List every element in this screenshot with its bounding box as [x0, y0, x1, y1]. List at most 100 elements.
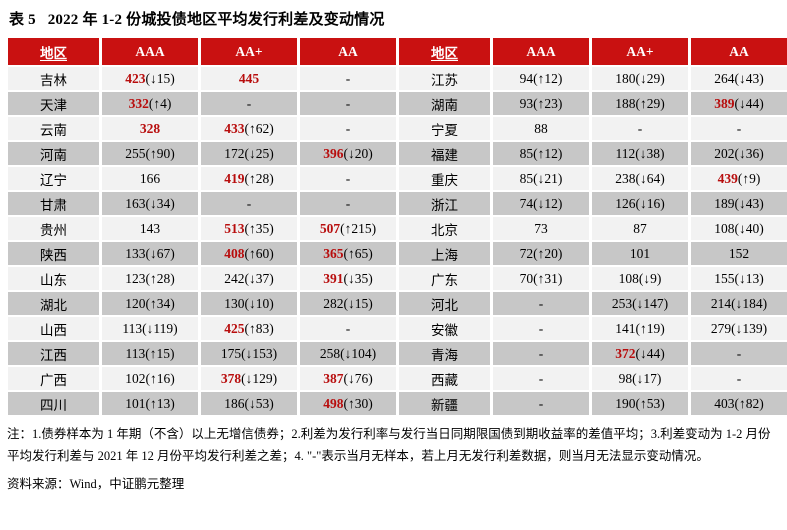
spread-value: 98 [618, 370, 633, 386]
highlighted-spread-value: 391 [323, 270, 344, 286]
spread-change: (↓129) [241, 370, 278, 386]
table-row: 广西 102(↑16) 378(↓129) 387(↓76) 西藏 -98(↓17) - [8, 367, 787, 390]
spread-value: - [736, 120, 742, 136]
value-cell: - [300, 117, 396, 140]
value-cell: 214(↓184) [691, 292, 787, 315]
spread-value: 163 [125, 195, 146, 211]
col-header-rating-aaa: AAA [493, 38, 589, 65]
spread-change: (↑215) [340, 220, 377, 236]
value-cell: 264(↓43) [691, 67, 787, 90]
value-cell: 425(↑83) [201, 317, 297, 340]
spread-value: 113 [125, 345, 146, 361]
spread-change: (↑23) [533, 95, 563, 111]
spread-change: (↓43) [734, 70, 764, 86]
col-header-rating-aaplus: AA+ [592, 38, 688, 65]
spread-change: (↑13) [145, 395, 175, 411]
spread-change: (↓16) [635, 195, 665, 211]
region-cell: 浙江 [399, 192, 490, 215]
spread-change: (↓20) [343, 145, 373, 161]
spread-value: 123 [125, 270, 146, 286]
table-note: 注：1.债券样本为 1 年期（不含）以上无增信债券；2.利差为发行利率与发行当日… [7, 427, 771, 463]
highlighted-spread-value: 498 [323, 395, 344, 411]
spread-change: (↑9) [737, 170, 761, 186]
value-cell: 74(↓12) [493, 192, 589, 215]
spread-value: - [246, 95, 252, 111]
spread-change: (↓9) [638, 270, 662, 286]
spread-value: 282 [323, 295, 344, 311]
spread-change: (↑12) [533, 145, 563, 161]
spread-value: 101 [629, 245, 651, 261]
spread-value: 190 [615, 395, 636, 411]
value-cell: 166 [102, 167, 198, 190]
spread-value: - [345, 70, 351, 86]
spread-value: 172 [224, 145, 245, 161]
spread-value: 202 [714, 145, 735, 161]
region-cell: 四川 [8, 392, 99, 415]
spread-change: (↓13) [734, 270, 764, 286]
value-cell: - [300, 67, 396, 90]
spread-value: 85 [519, 170, 534, 186]
spread-change: (↓34) [145, 195, 175, 211]
value-cell: - [300, 92, 396, 115]
table-row: 湖北 120(↑34) 130(↓10) 282(↓15) 河北 -253(↓147) 21… [8, 292, 787, 315]
spread-change: (↓184) [731, 295, 768, 311]
value-cell: - [300, 167, 396, 190]
spread-value: 188 [615, 95, 636, 111]
value-cell: 70(↑31) [493, 267, 589, 290]
value-cell: 396(↓20) [300, 142, 396, 165]
value-cell: - [300, 317, 396, 340]
spread-value: 403 [714, 395, 735, 411]
spread-change: (↑30) [343, 395, 373, 411]
table-row: 山西 113(↓119) 425(↑83) - 安徽 -141(↑19) 279(↓139) [8, 317, 787, 340]
table-row: 四川 101(↑13) 186(↓53) 498(↑30) 新疆 -190(↑53) 403… [8, 392, 787, 415]
spread-change: (↑28) [145, 270, 175, 286]
highlighted-spread-value: 408 [224, 245, 245, 261]
value-cell: 242(↓37) [201, 267, 297, 290]
value-cell: 253(↓147) [592, 292, 688, 315]
region-cell: 北京 [399, 217, 490, 240]
col-header-region: 地区 [399, 38, 490, 65]
region-cell: 甘肃 [8, 192, 99, 215]
highlighted-spread-value: 513 [224, 220, 245, 236]
spread-value: 101 [125, 395, 146, 411]
value-cell: 113(↓119) [102, 317, 198, 340]
value-cell: 152 [691, 242, 787, 265]
spread-value: - [345, 95, 351, 111]
region-cell: 青海 [399, 342, 490, 365]
value-cell: 372(↓44) [592, 342, 688, 365]
value-cell: 202(↓36) [691, 142, 787, 165]
value-cell: - [201, 192, 297, 215]
highlighted-spread-value: 507 [319, 220, 341, 236]
value-cell: 172(↓25) [201, 142, 297, 165]
spread-change: (↓10) [244, 295, 274, 311]
region-cell: 辽宁 [8, 167, 99, 190]
spread-value: 155 [714, 270, 735, 286]
spread-table: 地区 AAA AA+ AA 地区 AAA AA+ AA 吉林 423(↓15) 445- 江苏 94(… [5, 36, 787, 417]
spread-value: 175 [220, 345, 242, 361]
value-cell: 238(↓64) [592, 167, 688, 190]
table-header: 地区 AAA AA+ AA 地区 AAA AA+ AA [8, 38, 787, 65]
spread-change: (↑62) [244, 120, 274, 136]
region-cell: 上海 [399, 242, 490, 265]
table-row: 辽宁 166 419(↑28) - 重庆 85(↓21) 238(↓64) 439(↑9) [8, 167, 787, 190]
spread-change: (↓43) [734, 195, 764, 211]
highlighted-spread-value: 328 [139, 120, 161, 136]
value-cell: 282(↓15) [300, 292, 396, 315]
spread-change: (↑90) [145, 145, 175, 161]
highlighted-spread-value: 439 [717, 170, 738, 186]
spread-value: - [246, 195, 252, 211]
region-cell: 河南 [8, 142, 99, 165]
region-cell: 新疆 [399, 392, 490, 415]
spread-change: (↓64) [635, 170, 665, 186]
spread-value: 255 [125, 145, 146, 161]
spread-value: 112 [615, 145, 636, 161]
value-cell: 94(↑12) [493, 67, 589, 90]
value-cell: 130(↓10) [201, 292, 297, 315]
spread-value: - [538, 320, 544, 336]
region-cell: 贵州 [8, 217, 99, 240]
col-header-region: 地区 [8, 38, 99, 65]
spread-value: 87 [633, 220, 647, 236]
spread-value: - [736, 370, 742, 386]
spread-value: - [345, 120, 351, 136]
table-row: 甘肃 163(↓34) - - 浙江 74(↓12) 126(↓16) 189(↓43) [8, 192, 787, 215]
